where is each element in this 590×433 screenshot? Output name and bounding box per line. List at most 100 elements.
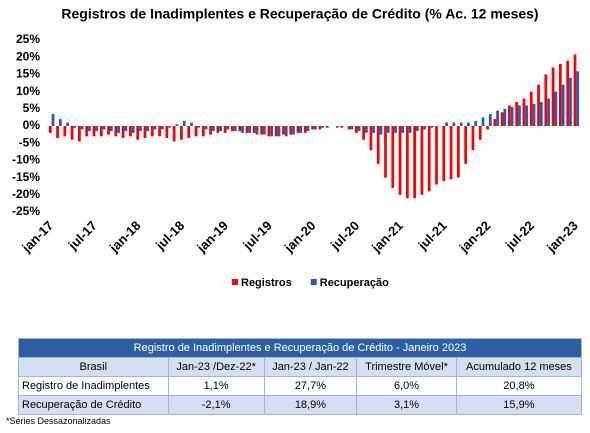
y-tick-label: -15%: [12, 170, 40, 184]
table-cell: Recuperação de Crédito: [18, 395, 169, 415]
x-tick-label: jul-22: [502, 218, 537, 253]
bar: [223, 126, 227, 133]
bar: [219, 126, 223, 132]
bar: [569, 77, 572, 126]
bar: [408, 126, 412, 133]
table-row: Registro de Inadimplentes 1,1% 27,7% 6,0% 20…: [18, 376, 583, 396]
bar: [187, 126, 191, 139]
bar: [559, 64, 562, 126]
bar: [576, 71, 580, 126]
bar: [282, 126, 285, 135]
bar: [518, 105, 521, 126]
table-row: Recuperação de Crédito -2,1% 18,9% 3,1% 15,9…: [18, 395, 583, 415]
bar: [262, 126, 266, 135]
bar: [165, 126, 169, 139]
bar: [201, 126, 205, 137]
bar: [471, 126, 475, 151]
bar: [150, 126, 154, 137]
bar: [573, 54, 577, 127]
bar: [117, 126, 121, 133]
bar: [464, 126, 468, 164]
x-tick-label: jul-18: [152, 218, 187, 253]
bar: [551, 67, 555, 126]
bar: [306, 126, 310, 132]
bar: [369, 126, 373, 151]
bar: [95, 126, 99, 132]
bar: [85, 126, 89, 137]
x-tick-label: jan-23: [543, 218, 581, 256]
bar: [314, 126, 317, 130]
x-tick-label: jan-21: [368, 218, 406, 256]
table-title: Registro de Inadimplentes e Recuperação …: [18, 338, 582, 358]
bar: [401, 126, 405, 133]
bar: [226, 126, 230, 130]
x-tick-label: jul-17: [65, 218, 100, 253]
bar: [427, 126, 431, 192]
table-cell: 3,1%: [356, 395, 457, 415]
bar: [211, 126, 215, 132]
y-tick-label: -10%: [12, 153, 40, 167]
y-tick-label: 10%: [16, 84, 40, 98]
bar: [284, 126, 288, 137]
bar: [146, 126, 150, 132]
bar: [48, 126, 52, 133]
bar: [299, 126, 303, 133]
bar: [153, 126, 157, 130]
bar: [289, 126, 293, 135]
bar: [80, 126, 84, 130]
bar: [354, 126, 358, 133]
table-cell: -2,1%: [167, 395, 265, 415]
bar: [139, 126, 142, 132]
bar: [554, 91, 558, 126]
bar: [311, 126, 314, 130]
bar: [539, 101, 543, 126]
bar: [544, 74, 548, 126]
x-tick-label: jul-19: [239, 218, 274, 253]
table-header: Trimestre Móvel*: [356, 357, 457, 377]
y-tick-label: 0%: [23, 118, 41, 132]
bar: [303, 126, 307, 133]
bar: [121, 126, 125, 139]
bar: [88, 126, 91, 132]
legend-swatch: [232, 279, 238, 285]
bar: [182, 120, 186, 126]
bar: [270, 126, 274, 137]
bar: [233, 126, 237, 132]
bar: [459, 122, 463, 126]
bar: [547, 98, 550, 126]
summary-table: Registro de Inadimplentes e Recuperação …: [18, 338, 583, 415]
bar: [267, 126, 271, 137]
bar: [507, 105, 511, 126]
bar: [56, 126, 59, 139]
bar: [78, 126, 81, 142]
bar: [260, 126, 263, 135]
bar: [456, 126, 460, 178]
bar: [430, 126, 434, 128]
legend-label: Registros: [241, 277, 292, 289]
bar: [318, 126, 322, 130]
bar: [416, 126, 419, 132]
table-cell: 27,7%: [263, 376, 358, 396]
bar: [522, 98, 526, 126]
bar: [114, 126, 118, 137]
bar: [136, 126, 140, 140]
bar: [493, 119, 497, 126]
bar: [413, 126, 417, 199]
bar: [445, 122, 448, 126]
bar: [109, 126, 113, 132]
bar: [398, 126, 402, 195]
table-header: Brasil: [18, 357, 169, 377]
bar: [347, 126, 351, 130]
bar: [423, 126, 427, 130]
bar: [467, 122, 470, 126]
bar: [478, 126, 482, 140]
bar: [209, 126, 212, 135]
bar: [391, 126, 395, 188]
bar: [238, 126, 242, 132]
bar: [449, 126, 453, 180]
y-tick-label: -25%: [12, 204, 40, 218]
bar: [362, 126, 366, 140]
chart: Registros de Inadimplentes e Recuperação…: [12, 6, 581, 289]
bar: [365, 126, 368, 133]
